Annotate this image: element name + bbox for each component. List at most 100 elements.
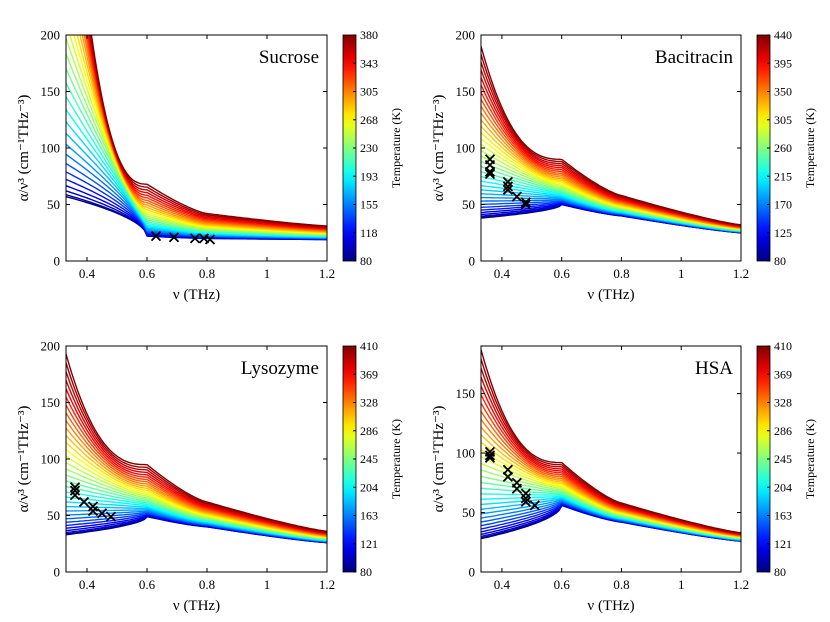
y-tick-label: 50 xyxy=(462,505,475,520)
markers-hsa xyxy=(484,446,540,511)
x-tick-label: 1 xyxy=(264,577,271,592)
data-point-marker xyxy=(150,231,162,242)
panel-hsa: 0.4 0.6 0.8 1 1.2 0 50 100 150 ν (THz) α/ν³ (cm⁻¹T… xyxy=(431,339,817,614)
colorbar-tick-label: 268 xyxy=(360,113,378,127)
curves-bacitracin xyxy=(481,46,741,234)
x-tick-label: 0.8 xyxy=(199,577,215,592)
data-point-marker xyxy=(502,176,514,188)
colorbar-tick-label: 260 xyxy=(774,141,792,155)
data-point-marker xyxy=(168,232,180,243)
y-tick-label: 0 xyxy=(469,254,476,269)
data-point-marker xyxy=(529,500,540,511)
y-axis-label: α/ν³ (cm⁻¹THz⁻³) xyxy=(431,95,447,202)
colorbar-tick-label: 343 xyxy=(360,56,378,70)
y-tick-label: 200 xyxy=(456,28,476,43)
y-tick-label: 150 xyxy=(456,84,476,99)
colorbar-tick-label: 230 xyxy=(360,141,378,155)
x-axis-label: ν (THz) xyxy=(587,598,634,614)
data-point-marker xyxy=(520,197,531,208)
x-tick-label: 1 xyxy=(264,266,271,281)
y-tick-label: 100 xyxy=(41,141,61,156)
x-tick-label: 0.6 xyxy=(139,577,156,592)
series-line xyxy=(66,380,327,534)
y-tick-label: 100 xyxy=(41,452,61,467)
colorbar-tick-label: 410 xyxy=(774,339,792,353)
x-tick-label: 0.4 xyxy=(494,266,511,281)
x-tick-label: 0.4 xyxy=(79,577,96,592)
colorbar-tick-label: 163 xyxy=(774,509,792,523)
x-tick-label: 0.4 xyxy=(79,266,96,281)
markers-sucrose xyxy=(150,231,216,245)
data-point-marker xyxy=(520,493,531,504)
colorbar-tick-label: 121 xyxy=(774,537,792,551)
data-point-marker xyxy=(484,166,496,177)
y-tick-label: 200 xyxy=(41,28,61,43)
curves-sucrose xyxy=(66,35,327,241)
data-point-marker xyxy=(69,490,81,501)
y-tick-label: 150 xyxy=(41,84,61,99)
y-tick-label: 200 xyxy=(41,339,61,354)
colorbar-tick-label: 80 xyxy=(774,254,786,268)
y-tick-label: 0 xyxy=(469,565,476,580)
y-axis-label: α/ν³ (cm⁻¹THz⁻³) xyxy=(16,95,32,202)
colorbar-tick-label: 80 xyxy=(774,565,786,579)
x-tick-label: 1.2 xyxy=(733,266,749,281)
y-tick-label: 100 xyxy=(456,141,476,156)
data-point-marker xyxy=(484,168,496,180)
colorbar-tick-label: 328 xyxy=(774,396,792,410)
data-point-marker xyxy=(511,191,522,202)
panel-sucrose: 0.4 0.6 0.8 1 1.2 0 50 100 150 200 ν (THz) α/ν³ (cm… xyxy=(16,28,403,304)
colorbar-tick-label: 305 xyxy=(774,113,792,127)
colorbar-tick-label: 215 xyxy=(774,169,792,183)
data-point-marker xyxy=(484,450,496,461)
colorbar-tick-label: 245 xyxy=(360,452,378,466)
data-point-marker xyxy=(78,496,90,508)
y-tick-label: 50 xyxy=(47,508,60,523)
colorbar-label: Temperature (K) xyxy=(803,108,817,188)
plot-frame xyxy=(480,345,742,573)
y-tick-label: 50 xyxy=(462,197,475,212)
colorbar-tick-label: 369 xyxy=(774,367,792,381)
panel-title: Lysozyme xyxy=(241,358,319,379)
curves-lysozyme xyxy=(66,353,327,544)
data-point-marker xyxy=(189,233,201,244)
colorbar-tick-label: 286 xyxy=(774,424,792,438)
colorbar-tick-label: 80 xyxy=(360,254,372,268)
data-point-marker xyxy=(502,181,514,192)
colorbar-tick-label: 328 xyxy=(360,396,378,410)
series-line xyxy=(66,362,327,533)
y-tick-label: 0 xyxy=(54,254,61,269)
x-axis-label: ν (THz) xyxy=(173,287,220,303)
x-tick-label: 0.6 xyxy=(139,266,156,281)
data-point-marker xyxy=(520,496,531,507)
x-tick-label: 0.8 xyxy=(613,577,629,592)
data-point-marker xyxy=(484,452,496,463)
x-axis-label: ν (THz) xyxy=(173,598,220,614)
colorbar-tick-label: 204 xyxy=(360,480,378,494)
data-point-marker xyxy=(87,501,99,512)
data-point-marker xyxy=(511,483,522,494)
data-point-marker xyxy=(96,508,108,519)
y-tick-label: 50 xyxy=(47,197,60,212)
panel-bacitracin: 0.4 0.6 0.8 1 1.2 0 50 100 150 200 ν (THz) α/ν³ (cm… xyxy=(431,28,817,304)
y-tick-label: 0 xyxy=(54,565,61,580)
y-tick-label: 100 xyxy=(456,446,476,461)
y-axis-label: α/ν³ (cm⁻¹THz⁻³) xyxy=(16,406,32,513)
x-tick-label: 0.8 xyxy=(199,266,215,281)
colorbar-tick-label: 369 xyxy=(360,367,378,381)
colorbar-tick-label: 410 xyxy=(360,339,378,353)
data-point-marker xyxy=(204,234,216,245)
colorbar-label: Temperature (K) xyxy=(389,108,403,188)
y-tick-label: 150 xyxy=(41,395,61,410)
data-point-marker xyxy=(520,199,531,210)
colorbar-label: Temperature (K) xyxy=(389,419,403,499)
colorbar-tick-label: 350 xyxy=(774,85,792,99)
colorbar-tick-label: 395 xyxy=(774,56,792,70)
panel-title: HSA xyxy=(695,358,733,379)
x-tick-label: 1.2 xyxy=(319,577,335,592)
colorbar-tick-label: 125 xyxy=(774,226,792,240)
data-point-marker xyxy=(87,505,99,517)
colorbar-tick-label: 286 xyxy=(360,424,378,438)
